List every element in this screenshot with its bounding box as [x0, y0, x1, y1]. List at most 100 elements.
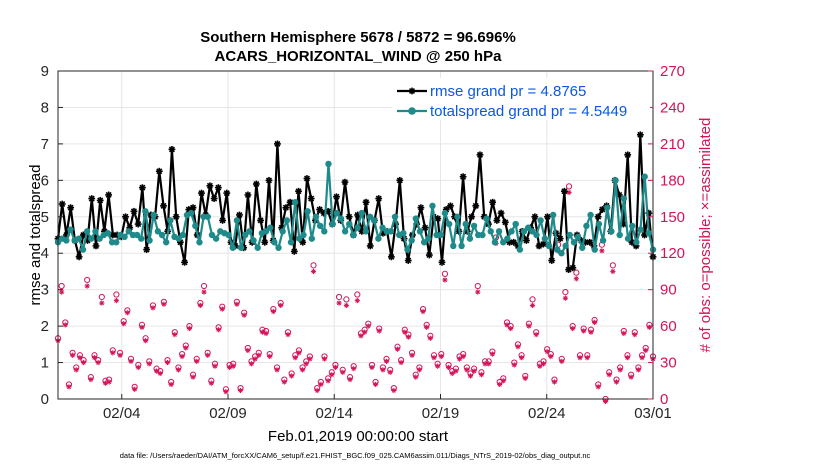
- rmse-point-stroke: [97, 197, 104, 204]
- legend-rmse-marker: [408, 87, 416, 95]
- spread-point: [583, 222, 590, 230]
- obs-assimilated-stroke: [366, 323, 371, 329]
- obs-assimilated-stroke: [263, 331, 269, 336]
- spread-point: [346, 220, 353, 228]
- rmse-point: [569, 264, 577, 272]
- rmse-point: [531, 213, 539, 221]
- rmse-point: [425, 251, 433, 259]
- obs-assimilated-point: [362, 329, 368, 335]
- rmse-point-stroke: [624, 151, 631, 158]
- obs-assimilated-point: [223, 389, 229, 395]
- obs-assimilated-point: [150, 305, 156, 311]
- obs-assimilated-stroke: [534, 332, 539, 337]
- obs-assimilated-stroke: [563, 295, 568, 301]
- spread-point: [96, 235, 103, 242]
- spread-point: [608, 228, 615, 235]
- rmse-point-stroke: [274, 140, 281, 147]
- obs-assimilated-point: [314, 387, 320, 394]
- x-tick-label: 02/04: [103, 405, 141, 422]
- spread-point: [516, 246, 524, 253]
- spread-point: [350, 231, 357, 239]
- spread-point: [192, 222, 199, 230]
- obs-possible-point: [354, 291, 361, 298]
- obs-assimilated-stroke: [388, 370, 393, 375]
- rmse-point-stroke: [417, 204, 424, 211]
- obs-assimilated-point: [449, 370, 455, 377]
- obs-assimilated-stroke: [508, 326, 513, 331]
- obs-assimilated-stroke: [128, 359, 134, 364]
- obs-assimilated-point: [66, 384, 72, 390]
- obs-assimilated-point: [453, 368, 459, 374]
- rmse-point: [375, 195, 383, 202]
- obs-assimilated-stroke: [380, 367, 386, 373]
- spread-point: [158, 231, 166, 239]
- obs-assimilated-point: [278, 302, 284, 309]
- rmse-point-stroke: [595, 213, 602, 220]
- obs-assimilated-point: [321, 356, 328, 362]
- obs-assimilated-stroke: [530, 303, 535, 308]
- obs-assimilated-point: [267, 353, 273, 360]
- rmse-point-stroke: [316, 206, 323, 213]
- rmse-point: [219, 217, 226, 224]
- spread-point: [287, 239, 295, 246]
- obs-assimilated-stroke: [234, 302, 240, 307]
- obs-assimilated-stroke: [121, 321, 126, 326]
- obs-assimilated-stroke: [95, 360, 101, 365]
- obs-assimilated-point: [113, 298, 120, 304]
- rmse-point: [58, 200, 66, 208]
- obs-assimilated-point: [577, 355, 583, 361]
- rmse-point: [548, 257, 556, 264]
- obs-assimilated-point: [121, 321, 127, 327]
- rmse-point-stroke: [422, 224, 429, 231]
- rmse-point-stroke: [544, 213, 551, 220]
- spread-point: [321, 228, 328, 235]
- obs-assimilated-point: [405, 334, 412, 340]
- rmse-point: [155, 167, 163, 175]
- spread-point: [445, 220, 453, 228]
- spread-point: [154, 228, 162, 235]
- obs-assimilated-point: [62, 322, 68, 328]
- spread-point: [512, 220, 519, 228]
- obs-assimilated-point: [595, 384, 601, 390]
- obs-assimilated-point: [307, 356, 313, 362]
- rmse-point-stroke: [476, 151, 483, 158]
- rmse-point-stroke: [219, 217, 226, 224]
- obs-assimilated-stroke: [435, 364, 440, 369]
- obs-assimilated-stroke: [420, 309, 426, 314]
- obs-assimilated-stroke: [74, 367, 79, 373]
- spread-point: [479, 231, 486, 239]
- obs-assimilated-stroke: [59, 289, 64, 295]
- obs-assimilated-stroke: [322, 356, 327, 362]
- obs-assimilated-stroke: [158, 371, 163, 376]
- rmse-point: [438, 258, 446, 266]
- rmse-point-stroke: [523, 237, 530, 244]
- spread-point: [437, 231, 444, 239]
- rmse-point-stroke: [637, 131, 644, 138]
- obs-assimilated-point: [336, 300, 342, 306]
- obs-assimilated-stroke: [523, 376, 528, 381]
- rmse-point: [396, 176, 404, 184]
- spread-point: [504, 235, 511, 242]
- line-series: [54, 131, 657, 274]
- rmse-point: [223, 189, 231, 197]
- rmse-point: [67, 204, 75, 212]
- obs-assimilated-point: [424, 324, 430, 330]
- obs-assimilated-point: [263, 330, 269, 336]
- obs-assimilated-point: [409, 352, 415, 358]
- obs-assimilated-stroke: [628, 374, 634, 380]
- obs-assimilated-point: [416, 367, 422, 373]
- legend-rmse-marker-stroke: [408, 87, 416, 95]
- spread-point: [279, 228, 286, 235]
- obs-assimilated-point: [274, 367, 280, 373]
- rmse-point-stroke: [299, 239, 306, 246]
- spread-point: [371, 217, 378, 224]
- obs-assimilated-stroke: [457, 356, 462, 362]
- obs-assimilated-point: [234, 301, 240, 307]
- obs-assimilated-point: [95, 359, 101, 366]
- rmse-point-stroke: [502, 219, 509, 226]
- obs-assimilated-stroke: [544, 349, 550, 354]
- obs-assimilated-stroke: [99, 300, 104, 306]
- rmse-point-stroke: [105, 191, 112, 198]
- obs-assimilated-stroke: [453, 368, 459, 374]
- obs-assimilated-point: [296, 350, 302, 356]
